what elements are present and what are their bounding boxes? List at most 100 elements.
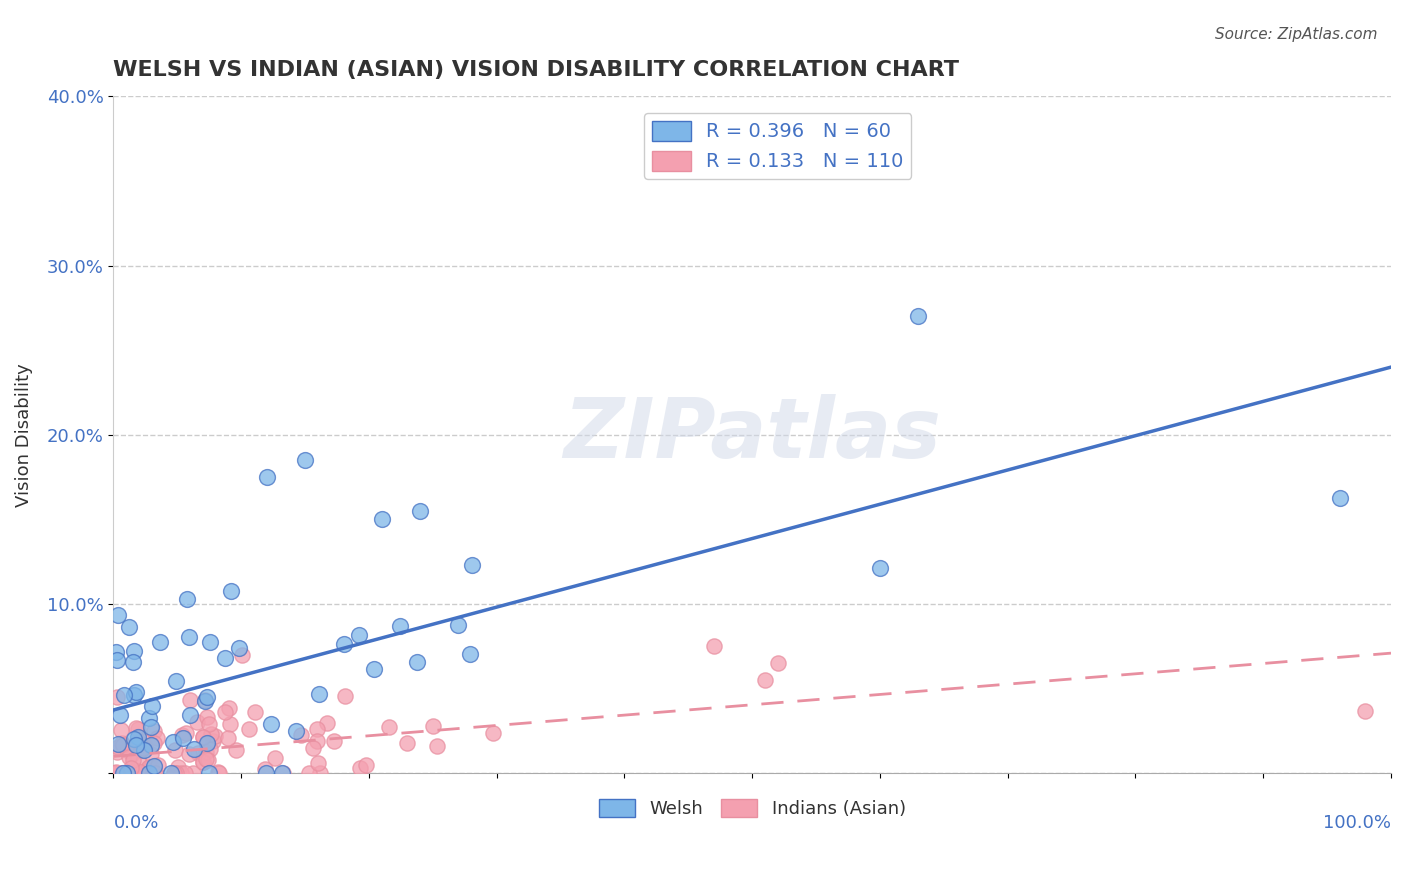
Point [179, 707, 201, 722]
Point [482, 726, 505, 740]
Point [198, 717, 221, 731]
Point [316, 716, 339, 731]
Point [207, 764, 229, 779]
Point [132, 741, 155, 756]
Point [256, 470, 278, 484]
Point [254, 762, 277, 776]
Text: 0.0%: 0.0% [114, 814, 159, 832]
Point [149, 635, 172, 649]
Point [104, 645, 127, 659]
Point [389, 619, 412, 633]
Point [122, 644, 145, 658]
Point [111, 766, 134, 780]
Point [307, 756, 329, 771]
Text: ZIPatlas: ZIPatlas [564, 394, 941, 475]
Point [332, 637, 354, 651]
Point [176, 591, 198, 606]
Point [197, 736, 219, 750]
Point [425, 739, 447, 753]
Point [243, 706, 266, 720]
Point [146, 731, 169, 745]
Point [143, 723, 166, 738]
Point [177, 747, 200, 761]
Point [754, 673, 776, 687]
Point [139, 760, 162, 774]
Point [139, 747, 162, 761]
Point [110, 707, 132, 722]
Point [103, 766, 125, 780]
Point [125, 721, 148, 735]
Point [225, 742, 247, 756]
Point [447, 618, 470, 632]
Point [409, 504, 432, 518]
Point [107, 740, 129, 755]
Point [200, 635, 222, 649]
Point [177, 630, 200, 644]
Point [377, 720, 399, 734]
Point [112, 765, 135, 780]
Point [766, 657, 789, 671]
Point [129, 766, 152, 780]
Point [125, 685, 148, 699]
Point [191, 730, 214, 744]
Point [111, 766, 134, 780]
Point [191, 731, 214, 745]
Point [127, 735, 149, 749]
Point [111, 766, 134, 780]
Point [395, 736, 418, 750]
Point [228, 640, 250, 655]
Point [308, 766, 330, 780]
Point [218, 701, 240, 715]
Point [138, 766, 160, 780]
Point [122, 688, 145, 702]
Point [183, 766, 205, 780]
Y-axis label: Vision Disability: Vision Disability [15, 363, 32, 507]
Point [146, 757, 169, 772]
Point [165, 766, 187, 780]
Point [125, 738, 148, 752]
Point [105, 745, 128, 759]
Point [115, 743, 138, 757]
Point [131, 734, 153, 748]
Point [104, 766, 127, 780]
Point [162, 735, 184, 749]
Point [195, 710, 218, 724]
Point [238, 723, 260, 737]
Point [460, 558, 482, 572]
Point [163, 766, 186, 780]
Point [195, 745, 218, 759]
Point [142, 759, 165, 773]
Point [138, 711, 160, 725]
Point [869, 561, 891, 575]
Point [118, 750, 141, 764]
Point [134, 739, 156, 753]
Point [254, 766, 277, 780]
Point [104, 764, 127, 779]
Point [347, 628, 370, 642]
Point [219, 717, 242, 731]
Point [141, 698, 163, 713]
Point [136, 761, 159, 775]
Point [163, 743, 186, 757]
Point [297, 766, 319, 780]
Point [173, 766, 195, 780]
Point [187, 746, 209, 760]
Point [115, 766, 138, 780]
Point [139, 738, 162, 752]
Point [127, 751, 149, 765]
Point [195, 752, 218, 766]
Point [112, 738, 135, 752]
Point [202, 733, 225, 747]
Point [162, 766, 184, 780]
Point [107, 608, 129, 623]
Point [271, 766, 294, 780]
Point [129, 743, 152, 757]
Point [122, 753, 145, 767]
Point [103, 766, 125, 780]
Point [139, 721, 162, 735]
Point [322, 734, 344, 748]
Point [118, 619, 141, 633]
Point [166, 759, 188, 773]
Point [260, 717, 283, 731]
Point [371, 512, 394, 526]
